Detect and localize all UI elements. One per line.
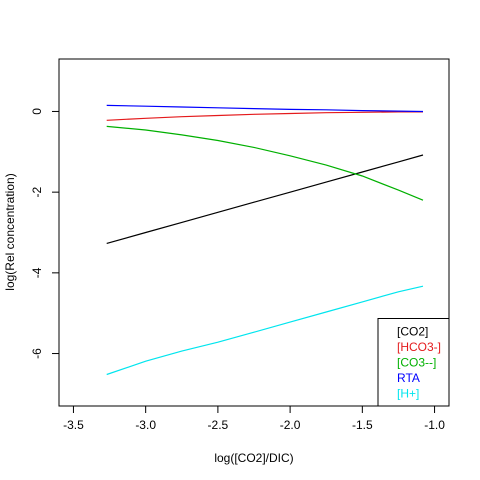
legend-entry: [HCO3-] bbox=[397, 340, 441, 354]
x-tick-label: -3.5 bbox=[63, 418, 84, 432]
y-axis-title: log(Rel concentration) bbox=[3, 173, 17, 290]
legend-entry: [CO2] bbox=[397, 325, 428, 339]
y-tick-label: -2 bbox=[30, 186, 44, 197]
series-line bbox=[106, 285, 424, 376]
x-axis: -3.5 -3.0 -2.5 -2.0 -1.5 -1.0 bbox=[63, 405, 445, 432]
y-axis: 0 -2 -4 -6 bbox=[30, 108, 60, 359]
legend-box bbox=[377, 318, 450, 407]
legend-entry: [CO3--] bbox=[397, 356, 436, 370]
series-line bbox=[106, 111, 423, 121]
x-tick-label: -2.5 bbox=[208, 418, 229, 432]
series-line bbox=[106, 104, 424, 113]
y-tick-label: -6 bbox=[30, 348, 44, 359]
y-tick-label: -4 bbox=[30, 267, 44, 278]
x-tick-label: -1.0 bbox=[424, 418, 445, 432]
x-tick-label: -3.0 bbox=[135, 418, 156, 432]
legend-entry: [H+] bbox=[397, 387, 419, 401]
legend-entry: RTA bbox=[397, 371, 420, 385]
series-layer bbox=[106, 104, 424, 376]
legend: [CO2][HCO3-] [CO3--]RTA [H+] bbox=[377, 318, 450, 407]
series-line bbox=[106, 125, 424, 201]
series-line bbox=[106, 154, 424, 244]
y-tick-label: 0 bbox=[30, 108, 44, 115]
x-tick-label: -1.5 bbox=[352, 418, 373, 432]
x-tick-label: -2.0 bbox=[280, 418, 301, 432]
x-axis-title: log([CO2]/DIC) bbox=[214, 451, 293, 465]
